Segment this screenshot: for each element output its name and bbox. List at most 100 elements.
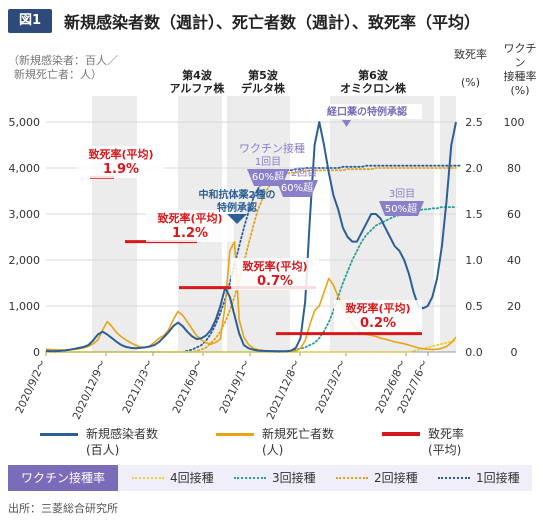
wave-band-0 xyxy=(92,96,137,352)
y-fatality-tick: 1.5 xyxy=(465,208,483,221)
fatality-label-bg-3 xyxy=(334,300,422,332)
legend-deaths-unit: (人) xyxy=(262,443,284,457)
legend-fatality-line xyxy=(382,432,420,436)
dose1-value: 60%超 xyxy=(252,170,284,183)
y-fatality-tick: 0.0 xyxy=(465,346,483,359)
y-vaccine-tick: 100 xyxy=(504,116,525,129)
fatality-axis-unit: (%) xyxy=(460,76,481,89)
annotations: 経口薬の特例承認 ワクチン接種 1回目 60%超 2回目 60%超 中和抗体薬2… xyxy=(199,104,424,224)
legend-deaths-line xyxy=(216,433,254,436)
figure-badge: 図1 xyxy=(8,9,52,33)
wave5-label: 第5波 xyxy=(248,68,279,82)
fatality-label-bg-2 xyxy=(231,258,319,290)
dose2-value: 60%超 xyxy=(281,181,313,194)
wave-band-2 xyxy=(227,96,290,352)
oral-drug-marker xyxy=(342,120,351,127)
legend-dose3: 3回接種 xyxy=(272,471,316,485)
legend-fatality: 致死率 (平均) xyxy=(428,426,464,458)
y-fatality-tick: 2.5 xyxy=(465,116,483,129)
vaccine-axis-unit: (%) xyxy=(510,84,530,97)
wave4-label: 第4波 xyxy=(182,68,213,82)
figure-title: 新規感染者数（週計）、死亡者数（週計）、致死率（平均） xyxy=(64,13,481,32)
vaccine-legend-bar: ワクチン接種率 4回接種 3回接種 2回接種 1回接種 xyxy=(8,465,532,491)
fatality-value-2: 0.7% xyxy=(257,274,293,289)
y-fatality-tick: 0.5 xyxy=(465,300,483,313)
y-left-tick: 5,000 xyxy=(9,116,41,129)
wave4-strain: アルファ株 xyxy=(170,81,226,95)
vaccine-axis-header: ワクチン 接種率 (%) xyxy=(500,42,540,98)
antibody-label-1: 中和抗体薬2種の xyxy=(199,188,276,201)
series-dose4 xyxy=(45,339,457,353)
series-lines xyxy=(45,121,462,353)
legend-dose3-line xyxy=(234,477,266,479)
fatality-label-1: 致死率(平均) xyxy=(157,211,222,225)
fatality-label-3: 致死率(平均) xyxy=(345,301,410,315)
legend-deaths-label: 新規死亡者数 xyxy=(262,427,335,441)
y-vaccine-tick: 20 xyxy=(507,300,521,313)
legend: 新規感染者数 (百人) 新規死亡者数 (人) 致死率 (平均) xyxy=(0,420,540,465)
fatality-value-0: 1.9% xyxy=(103,162,139,177)
legend-fatality-label: 致死率 xyxy=(428,427,465,441)
unit-note-line-2: 新規死亡者：人） xyxy=(14,68,102,81)
y-fatality-tick: 2.0 xyxy=(465,162,483,175)
x-tick-label: 2020/9/2～ xyxy=(13,358,48,416)
y-left-tick: 1,000 xyxy=(9,300,41,313)
vaccine-label: ワクチン接種 xyxy=(239,141,305,155)
oral-drug-label: 経口薬の特例承認 xyxy=(327,105,407,118)
wave6-label: 第6波 xyxy=(358,68,389,82)
fatality-axis-title: 致死率 xyxy=(454,48,487,61)
unit-note: （新規感染者：百人／ 新規死亡者：人） xyxy=(8,54,118,82)
fatality-label-bg-0 xyxy=(77,146,165,178)
antibody-label-2: 特例承認 xyxy=(217,201,257,214)
legend-dose2-line xyxy=(336,477,368,479)
series-cases xyxy=(45,121,457,353)
y-left-tick: 3,000 xyxy=(9,208,41,221)
fatality-bars: 致死率(平均)1.9%致死率(平均)1.2%致死率(平均)0.7%致死率(平均)… xyxy=(77,146,422,336)
y-fatality-tick: 1.0 xyxy=(465,254,483,267)
y-vaccine-tick: 0 xyxy=(511,346,518,359)
legend-dose2: 2回接種 xyxy=(374,471,418,485)
x-tick-label: 2021/9/1～ xyxy=(217,358,252,416)
fatality-value-3: 0.2% xyxy=(360,316,396,331)
antibody-marker xyxy=(227,214,247,224)
legend-deaths: 新規死亡者数 (人) xyxy=(262,426,334,458)
x-tick-label: 2021/12/8～ xyxy=(265,358,303,420)
y-vaccine-tick: 40 xyxy=(507,254,521,267)
legend-fatality-unit: (平均) xyxy=(428,443,462,457)
x-tick-label: 2020/12/9～ xyxy=(71,358,109,420)
dose2-label: 2回目 xyxy=(291,167,317,179)
fatality-label-0: 致死率(平均) xyxy=(88,147,153,161)
unit-note-line-1: （新規感染者：百人／ xyxy=(8,54,118,67)
y-left-tick: 0 xyxy=(33,346,40,359)
vaccine-axis-title-1: ワクチン xyxy=(503,42,537,69)
dose3-label: 3回目 xyxy=(389,188,415,200)
dose1-label: 1回目 xyxy=(255,156,281,168)
fatality-axis-header: 致死率 (%) xyxy=(454,48,487,90)
legend-cases-label: 新規感染者数 xyxy=(86,427,159,441)
legend-cases-line xyxy=(40,433,78,436)
legend-dose4: 4回接種 xyxy=(170,471,214,485)
legend-dose1: 1回接種 xyxy=(476,471,520,485)
dose3-marker xyxy=(379,201,424,216)
wave-labels: 第4波 アルファ株 第5波 デルタ株 第6波 オミクロン株 xyxy=(170,68,407,95)
legend-dose4-line xyxy=(132,477,164,479)
figure-header: 図1 新規感染者数（週計）、死亡者数（週計）、致死率（平均） xyxy=(0,0,540,40)
x-tick-label: 2021/3/3～ xyxy=(120,358,155,416)
legend-cases-unit: (百人) xyxy=(86,443,120,457)
dose2-marker xyxy=(276,180,318,197)
x-tick-label: 2021/6/9～ xyxy=(170,358,205,416)
series-deaths xyxy=(45,240,457,353)
vaccine-axis-title-2: 接種率 xyxy=(503,70,537,83)
chart: 第4波 アルファ株 第5波 デルタ株 第6波 オミクロン株 0 1,000 2,00… xyxy=(9,68,525,420)
legend-dose1-line xyxy=(438,477,470,479)
y-left-tick: 4,000 xyxy=(9,162,41,175)
x-tick-label: 2022/3/2～ xyxy=(313,358,348,416)
y-vaccine-tick: 60 xyxy=(507,208,521,221)
fatality-value-1: 1.2% xyxy=(172,226,208,241)
source-note: 出所：三菱総合研究所 xyxy=(8,502,118,515)
oral-drug-box xyxy=(312,104,422,119)
wave5-strain: デルタ株 xyxy=(241,81,286,95)
fatality-label-bg-1 xyxy=(146,210,234,242)
fatality-label-2: 致死率(平均) xyxy=(242,259,307,273)
wave-band-4 xyxy=(440,96,456,352)
